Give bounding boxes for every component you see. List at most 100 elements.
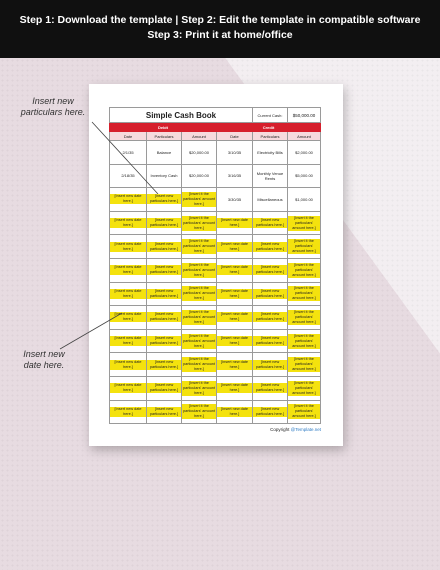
placeholder-row: [Insert new date here.] [Insert new parti… (109, 352, 321, 377)
credit-date-cell-text: 3/10/35 (227, 149, 242, 155)
credit-amount-cell-text: $2,000.00 (295, 149, 313, 155)
debit-particulars-cell-text: [Insert new particulars here.] (147, 218, 181, 229)
brand-link[interactable]: @Template.net (290, 427, 321, 432)
debit-amount-cell-text: [Insert it the particulars' amount here.… (182, 357, 216, 373)
debit-particulars-cell-text: Inventory Cash (150, 173, 178, 179)
debit-date-cell: 2/18/35 (109, 163, 147, 189)
credit-date-cell: [Insert new date here.] (216, 305, 253, 330)
debit-amount-cell-text: [Insert it the particulars' amount here.… (182, 215, 216, 231)
debit-particulars-cell-text: [Insert new particulars here.] (147, 241, 181, 252)
debit-date-cell-text: 2/1/35 (122, 149, 134, 155)
credit-date-cell-text: 3/16/35 (227, 173, 242, 179)
col-particulars-credit: Particulars (252, 131, 288, 141)
credit-date-cell-text: 3/30/35 (227, 196, 242, 202)
credit-particulars-cell: [Insert new particulars here.] (252, 210, 288, 236)
debit-date-cell-text: [Insert new date here.] (110, 241, 146, 252)
credit-amount-cell: [Insert it the particulars' amount here.… (287, 281, 321, 307)
credit-amount-cell: [Insert it the particulars' amount here.… (287, 399, 321, 425)
credit-date-cell-text: [Insert new date here.] (217, 288, 252, 299)
credit-amount-cell-text: [Insert it the particulars' amount here.… (288, 286, 320, 302)
debit-amount-cell: [Insert it the particulars' amount here.… (181, 257, 217, 283)
debit-particulars-cell: [Insert new particulars here.] (146, 375, 182, 401)
col-particulars-debit: Particulars (146, 131, 182, 141)
debit-date-cell: [Insert new date here.] (109, 281, 147, 307)
debit-date-cell-text: 2/18/35 (121, 173, 135, 179)
credit-date-cell: [Insert new date here.] (216, 352, 253, 377)
debit-particulars-cell-text: [Insert new particulars here.] (147, 359, 181, 370)
debit-amount-cell: $20,000.00 (181, 140, 217, 165)
debit-particulars-cell: Inventory Cash (146, 163, 182, 189)
debit-particulars-cell: [Insert new particulars here.] (146, 281, 182, 307)
credit-particulars-cell-text: Miscellaneous (257, 196, 283, 202)
document-page: Simple Cash Book Current Cash: $50,000.0… (89, 84, 343, 446)
credit-amount-cell: $1,000.00 (287, 187, 321, 212)
credit-particulars-cell: [Insert new particulars here.] (252, 257, 288, 283)
debit-date-cell-text: [Insert new date here.] (110, 336, 146, 347)
debit-date-cell: 2/1/35 (109, 140, 147, 165)
debit-date-cell-text: [Insert new date here.] (110, 383, 146, 394)
credit-amount-cell-text: [Insert it the particulars' amount here.… (288, 404, 320, 420)
credit-particulars-cell: [Insert new particulars here.] (252, 234, 288, 259)
credit-particulars-cell: Miscellaneous (252, 187, 288, 212)
credit-particulars-cell-text: [Insert new particulars here.] (253, 288, 287, 299)
credit-amount-cell-text: [Insert it the particulars' amount here.… (288, 262, 320, 278)
credit-date-cell: [Insert new date here.] (216, 281, 253, 307)
credit-amount-cell-text: $1,000.00 (295, 196, 313, 202)
debit-amount-cell: [Insert it the particulars' amount here.… (181, 234, 217, 259)
credit-date-cell: [Insert new date here.] (216, 328, 253, 354)
credit-date-cell-text: [Insert new date here.] (217, 406, 252, 417)
credit-amount-cell-text: [Insert it the particulars' amount here.… (288, 333, 320, 349)
debit-amount-cell: [Insert it the particulars' amount here.… (181, 281, 217, 307)
debit-date-cell: [Insert new date here.] (109, 257, 147, 283)
debit-amount-cell: $20,000.00 (181, 163, 217, 189)
debit-date-cell: [Insert new date here.] (109, 210, 147, 236)
section-header-row: Debit Credit (109, 122, 321, 132)
debit-date-cell: [Insert new date here.] (109, 187, 147, 212)
debit-particulars-cell-text: [Insert new particulars here.] (147, 336, 181, 347)
credit-date-cell-text: [Insert new date here.] (217, 265, 252, 276)
credit-date-cell: [Insert new date here.] (216, 257, 253, 283)
credit-particulars-cell: Electricity Bills (252, 140, 288, 165)
debit-date-cell-text: [Insert new date here.] (110, 288, 146, 299)
credit-amount-cell: [Insert it the particulars' amount here.… (287, 305, 321, 330)
debit-particulars-cell-text: Balance (156, 149, 172, 155)
credit-date-cell-text: [Insert new date here.] (217, 241, 252, 252)
debit-particulars-cell: [Insert new particulars here.] (146, 210, 182, 236)
col-date-debit: Date (109, 131, 147, 141)
placeholder-row: [Insert new date here.] [Insert new parti… (109, 210, 321, 236)
debit-amount-cell: [Insert it the particulars' amount here.… (181, 352, 217, 377)
debit-particulars-cell: [Insert new particulars here.] (146, 187, 182, 212)
credit-date-cell-text: [Insert new date here.] (217, 218, 252, 229)
debit-amount-cell-text: [Insert it the particulars' amount here.… (182, 239, 216, 255)
credit-particulars-cell: Monthly Venue Rents (252, 163, 288, 189)
placeholder-row: [Insert new date here.] [Insert new parti… (109, 305, 321, 330)
credit-particulars-cell-text: [Insert new particulars here.] (253, 359, 287, 370)
credit-particulars-cell-text: [Insert new particulars here.] (253, 406, 287, 417)
current-cash-label: Current Cash: (252, 107, 288, 123)
credit-amount-cell: [Insert it the particulars' amount here.… (287, 328, 321, 354)
debit-amount-cell-text: $20,000.00 (188, 173, 210, 179)
debit-particulars-cell: [Insert new particulars here.] (146, 257, 182, 283)
debit-date-cell: [Insert new date here.] (109, 234, 147, 259)
cash-book-table: Simple Cash Book Current Cash: $50,000.0… (109, 107, 321, 425)
callout-date: Insert new date here. (23, 349, 65, 370)
credit-date-cell-text: [Insert new date here.] (217, 312, 252, 323)
table-row: 2/18/35 Inventory Cash $20,000.00 3/16/35 Mo… (109, 163, 321, 189)
credit-amount-cell-text: [Insert it the particulars' amount here.… (288, 357, 320, 373)
copyright-line: Copyright @Template.net (270, 427, 321, 432)
debit-date-cell-text: [Insert new date here.] (110, 359, 146, 370)
credit-particulars-cell: [Insert new particulars here.] (252, 399, 288, 425)
debit-amount-cell-text: [Insert it the particulars' amount here.… (182, 286, 216, 302)
debit-amount-cell-text: [Insert it the particulars' amount here.… (182, 262, 216, 278)
debit-amount-cell-text: [Insert it the particulars' amount here.… (182, 404, 216, 420)
credit-particulars-cell: [Insert new particulars here.] (252, 352, 288, 377)
credit-date-cell: [Insert new date here.] (216, 399, 253, 425)
debit-date-cell: [Insert new date here.] (109, 352, 147, 377)
debit-amount-cell: [Insert it the particulars' amount here.… (181, 187, 217, 212)
credit-particulars-cell: [Insert new particulars here.] (252, 328, 288, 354)
banner-step3: Step 3: Print it at home/office (147, 29, 293, 41)
credit-date-cell: 3/16/35 (216, 163, 253, 189)
credit-date-cell: 3/30/35 (216, 187, 253, 212)
debit-amount-cell-text: [Insert it the particulars' amount here.… (182, 309, 216, 325)
debit-particulars-cell-text: [Insert new particulars here.] (147, 265, 181, 276)
